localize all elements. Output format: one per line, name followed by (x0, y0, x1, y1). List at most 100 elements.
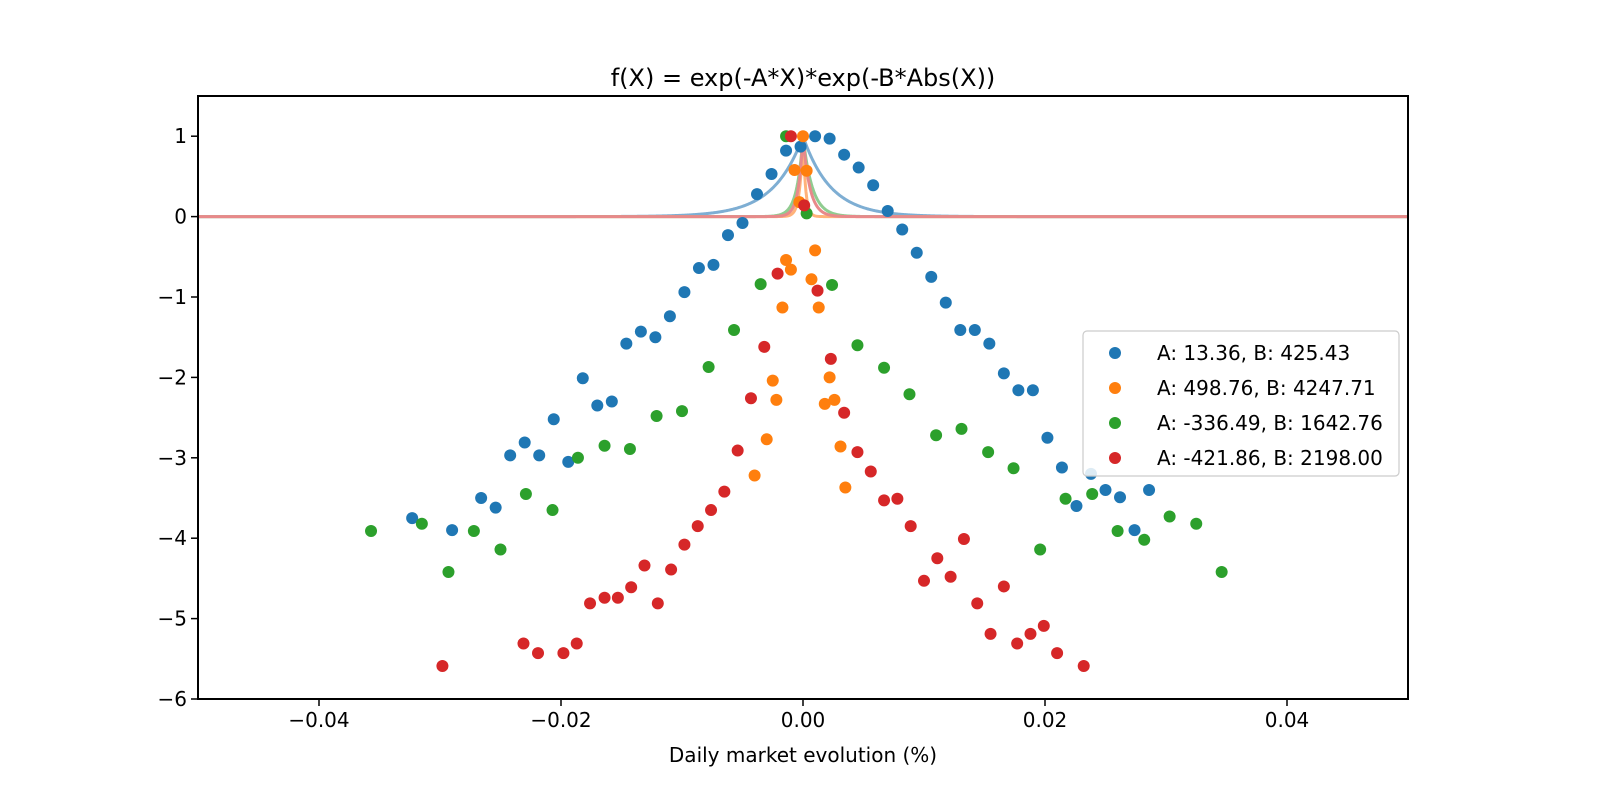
x-axis: −0.04 −0.02 0.00 0.02 0.04 (288, 699, 1309, 732)
point-s3-2 (415, 517, 428, 530)
point-s4-37 (997, 580, 1010, 593)
point-s2-15 (818, 397, 831, 410)
point-s1-22 (751, 188, 764, 201)
point-s4-28 (878, 494, 891, 507)
point-s3-30 (1138, 533, 1151, 546)
point-s4-14 (691, 520, 704, 533)
point-s2-5 (776, 301, 789, 314)
point-s1-35 (939, 296, 952, 309)
point-s1-44 (1070, 500, 1083, 513)
point-s4-13 (678, 538, 691, 551)
point-s1-33 (910, 246, 923, 259)
point-s1-21 (736, 217, 749, 230)
point-s3-13 (702, 360, 715, 373)
point-s2-13 (809, 244, 822, 257)
legend-label-2: A: 498.76, B: 4247.71 (1157, 376, 1376, 400)
point-s1-28 (838, 148, 851, 161)
point-s1-13 (620, 337, 633, 350)
point-s4-12 (665, 563, 678, 576)
point-s2-11 (800, 164, 813, 177)
point-s3-4 (467, 524, 480, 537)
point-s4-3 (532, 647, 545, 660)
x-tick-label: 0.04 (1265, 708, 1310, 732)
legend-box (1082, 330, 1400, 477)
point-s1-19 (707, 258, 720, 271)
legend-label-1: A: 13.36, B: 425.43 (1157, 341, 1350, 365)
point-s4-31 (918, 574, 930, 587)
point-s3-1 (365, 524, 378, 537)
point-s4-42 (1077, 660, 1090, 673)
point-s1-8 (547, 413, 560, 426)
point-s3-24 (982, 446, 995, 459)
point-s3-19 (851, 339, 864, 352)
point-s4-16 (718, 485, 731, 498)
point-s4-4 (557, 647, 570, 660)
point-s4-6 (584, 597, 597, 610)
point-s3-5 (494, 543, 507, 556)
point-s4-17 (731, 444, 744, 457)
point-s3-20 (878, 361, 891, 374)
point-s4-38 (1011, 637, 1024, 650)
point-s4-32 (931, 552, 944, 565)
legend-marker-3 (1109, 417, 1121, 429)
point-s4-1 (436, 660, 449, 673)
point-s4-11 (651, 597, 664, 610)
legend-label-4: A: -421.86, B: 2198.00 (1157, 446, 1383, 470)
x-axis-title: Daily market evolution (%) (669, 743, 937, 767)
point-s1-23 (765, 167, 778, 180)
point-s1-11 (591, 399, 604, 412)
y-tick-label: −5 (158, 607, 187, 631)
point-s3-15 (754, 278, 767, 291)
point-s4-41 (1051, 647, 1064, 660)
point-s3-25 (1007, 462, 1020, 475)
point-s3-14 (728, 323, 741, 336)
y-tick-label: −1 (158, 285, 187, 309)
point-s2-3 (766, 374, 779, 387)
point-s1-20 (721, 229, 734, 242)
point-s1-38 (983, 337, 996, 350)
y-tick-label: 0 (174, 205, 187, 229)
point-s3-33 (1215, 565, 1228, 578)
point-s1-34 (925, 270, 938, 283)
legend-label-3: A: -336.49, B: 1642.76 (1157, 411, 1383, 435)
point-s1-29 (852, 161, 865, 174)
y-tick-label: −4 (158, 526, 187, 550)
point-s4-27 (864, 465, 877, 478)
point-s1-26 (809, 130, 822, 143)
point-s4-22 (798, 199, 811, 212)
point-s4-24 (824, 352, 837, 365)
point-s2-1 (748, 469, 761, 482)
x-tick-label: −0.02 (530, 708, 591, 732)
point-s1-36 (954, 323, 967, 336)
point-s1-16 (663, 310, 676, 323)
point-s4-2 (517, 637, 530, 650)
point-s1-5 (504, 449, 517, 462)
point-s4-23 (811, 284, 824, 297)
point-s4-34 (957, 533, 970, 545)
point-s4-35 (971, 597, 984, 610)
x-tick-label: −0.04 (288, 708, 349, 732)
point-s3-22 (930, 429, 943, 442)
point-s4-7 (598, 591, 611, 604)
legend-marker-1 (1109, 347, 1121, 359)
point-s2-4 (770, 393, 783, 406)
point-s4-40 (1037, 619, 1050, 632)
point-s4-18 (744, 392, 757, 405)
point-s3-12 (676, 405, 688, 418)
point-s1-41 (1026, 384, 1039, 397)
point-s3-26 (1034, 543, 1047, 556)
point-s1-12 (605, 395, 618, 408)
x-tick-label: 0.02 (1023, 708, 1068, 732)
point-s3-27 (1059, 492, 1072, 505)
point-s3-6 (519, 487, 532, 500)
point-s3-32 (1190, 517, 1203, 530)
point-s3-29 (1111, 524, 1124, 537)
point-s3-11 (650, 409, 663, 422)
point-s1-42 (1041, 431, 1054, 444)
point-s4-19 (758, 340, 771, 353)
point-s1-43 (1055, 461, 1068, 474)
point-s1-24 (780, 144, 793, 157)
point-s2-16 (823, 371, 836, 384)
point-s1-27 (823, 132, 836, 145)
